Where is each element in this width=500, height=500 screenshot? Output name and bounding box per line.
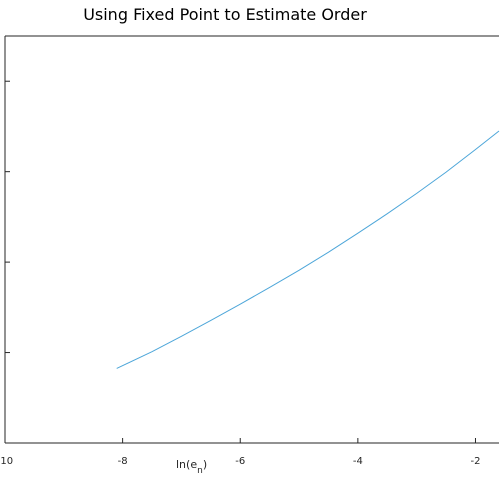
x-axis-label-subscript: n [197,466,203,476]
x-axis-label: ln(en) [176,458,207,476]
x-axis-label-main: ln(e [176,458,197,471]
x-axis-label-close: ) [203,458,207,471]
axes [4,35,499,444]
x-tick-label: -6 [235,456,245,467]
y-ticks [5,80,10,444]
series-layer [116,130,500,369]
chart-title: Using Fixed Point to Estimate Order [83,5,367,24]
x-ticks: -10 -8 -6 -4 -2 [0,438,480,467]
x-tick-label: -4 [353,456,363,467]
x-tick-label: -2 [470,456,480,467]
x-tick-label: -8 [118,456,128,467]
x-tick-label: -10 [0,456,13,467]
series-line [116,130,500,369]
